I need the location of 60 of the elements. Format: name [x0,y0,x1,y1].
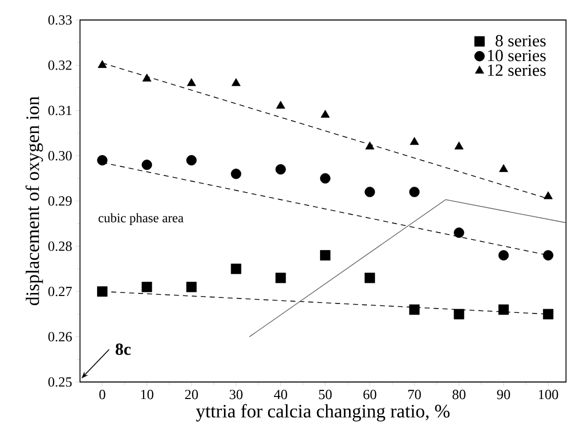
point [320,173,330,184]
point [364,186,376,198]
annotation: cubic phase area [98,213,184,225]
point [230,264,242,274]
point [410,136,419,145]
point [320,110,330,118]
point [186,282,197,292]
y-tick-label: 0.28 [48,242,72,251]
point [454,227,464,238]
point [542,250,554,260]
point [409,186,420,198]
x-tick-label: 30 [230,390,242,400]
legend-label: 8 series [496,35,546,46]
x-tick-label: 100 [538,390,558,400]
point [364,272,376,284]
point [498,304,509,315]
point [97,286,108,297]
y-tick-label: 0.30 [48,151,72,160]
point [320,250,330,260]
x-axis-title: yttria for calcia changing ratio, % [196,404,450,422]
point [454,142,464,150]
point [544,191,553,200]
x-tick-label: 60 [363,390,376,400]
point [142,74,152,82]
y-tick-label: 0.25 [48,377,72,387]
legend-label: 10 series [488,50,546,62]
x-tick-label: 10 [141,390,154,400]
point [97,155,108,166]
y-tick-label: 0.26 [48,332,72,342]
x-tick-label: 50 [319,390,332,400]
point [232,78,241,86]
point [142,160,152,170]
point [499,164,508,172]
x-tick-label: 40 [274,390,288,400]
y-tick-label: 0.29 [48,196,72,206]
point [454,308,464,320]
point [186,78,196,86]
point [542,308,554,320]
point [275,164,286,175]
x-tick-label: 90 [497,390,510,400]
point [98,60,107,68]
legend-label: 12 series [488,64,546,76]
point [276,100,286,109]
y-tick-label: 0.33 [48,15,72,25]
point [409,304,420,315]
y-axis-title: displacement of oxygen ion [26,96,43,306]
annotation: 8c [116,344,131,355]
point [186,155,197,166]
y-tick-label: 0.31 [48,106,72,116]
y-tick-label: 0.32 [48,60,72,70]
y-tick-label: 0.27 [48,286,72,296]
x-tick-label: 20 [185,390,198,400]
point [498,250,509,260]
point [230,168,242,180]
point [365,142,374,150]
point [275,272,286,284]
x-tick-label: 0 [99,390,106,400]
point [142,282,152,292]
x-tick-label: 80 [452,390,466,400]
x-tick-label: 70 [408,390,421,400]
